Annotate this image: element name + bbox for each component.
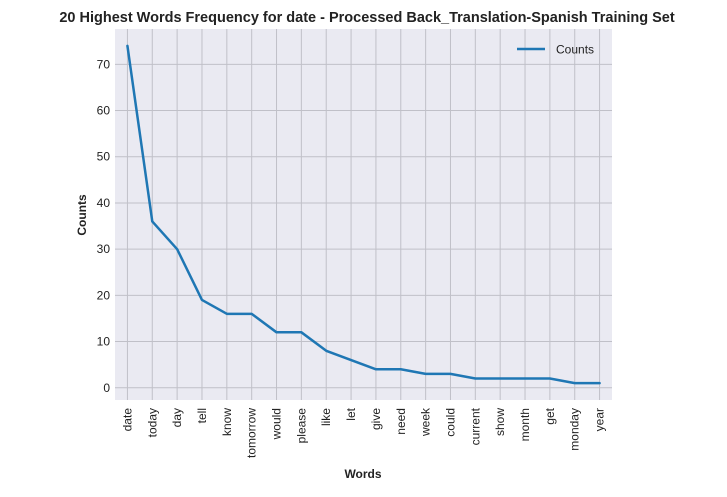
x-tick-label: would <box>270 408 284 440</box>
x-tick-label: today <box>145 408 159 437</box>
y-tick-label: 30 <box>97 242 111 256</box>
x-axis-label: Words <box>344 467 381 481</box>
y-axis-ticks: 0 10 20 30 40 50 60 70 <box>97 57 111 394</box>
x-tick-label: get <box>543 407 557 424</box>
y-tick-label: 70 <box>97 57 111 71</box>
x-tick-label: please <box>294 408 308 444</box>
x-tick-label: tomorrow <box>245 408 259 458</box>
y-tick-label: 40 <box>97 196 111 210</box>
x-tick-label: day <box>170 408 184 427</box>
x-tick-label: show <box>493 408 507 436</box>
x-tick-label: year <box>593 408 607 431</box>
x-tick-label: need <box>394 408 408 435</box>
x-tick-label: could <box>443 408 457 437</box>
legend: Counts <box>517 43 594 57</box>
y-tick-label: 20 <box>97 288 111 302</box>
x-tick-label: know <box>220 408 234 436</box>
y-tick-label: 0 <box>103 381 110 395</box>
y-tick-label: 60 <box>97 104 111 118</box>
x-tick-label: like <box>319 408 333 426</box>
series-line <box>126 44 601 385</box>
x-tick-label: give <box>369 408 383 430</box>
legend-label: Counts <box>556 43 594 57</box>
x-tick-label: date <box>120 408 134 432</box>
x-axis-ticks: date today day tell know tomorrow would please l… <box>120 407 606 458</box>
x-tick-label: let <box>344 407 358 420</box>
x-tick-label: current <box>468 407 482 445</box>
x-tick-label: week <box>419 407 433 437</box>
series-layer <box>126 44 601 385</box>
x-tick-label: monday <box>568 408 582 451</box>
grid <box>115 29 612 400</box>
plot-area <box>115 29 612 400</box>
x-tick-label: month <box>518 408 532 441</box>
y-tick-label: 50 <box>97 150 111 164</box>
chart-title: 20 Highest Words Frequency for date - Pr… <box>59 10 675 26</box>
y-axis-label: Counts <box>75 194 89 236</box>
x-tick-label: tell <box>195 408 209 423</box>
y-tick-label: 10 <box>97 335 111 349</box>
